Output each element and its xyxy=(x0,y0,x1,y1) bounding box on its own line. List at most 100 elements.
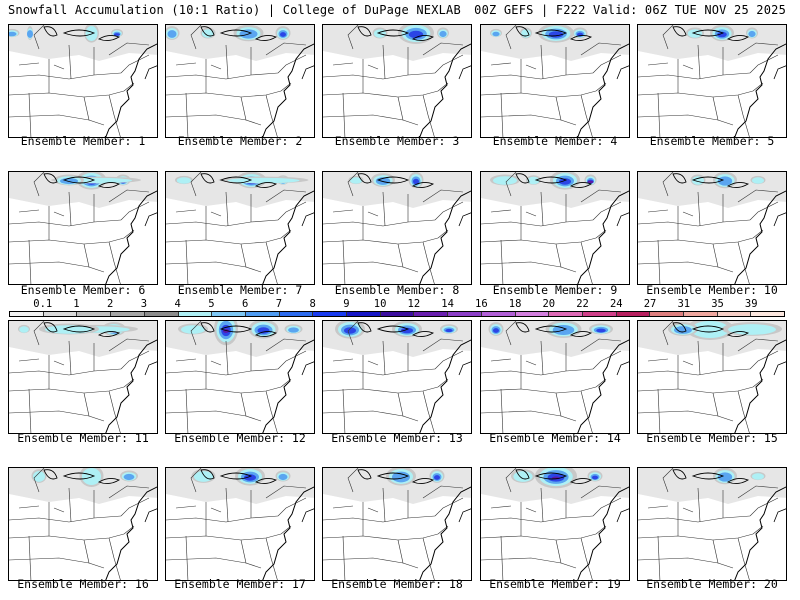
state-boundary xyxy=(481,557,562,564)
ensemble-member-map xyxy=(637,467,787,581)
colorbar-tick-label: 24 xyxy=(609,298,623,310)
coastline xyxy=(144,361,157,376)
snowfall-contour xyxy=(257,327,270,334)
state-boundary xyxy=(481,114,562,121)
colorbar-tick-label: 0.1 xyxy=(33,298,53,310)
map-svg xyxy=(323,25,471,137)
colorbar-tick-label: 2 xyxy=(107,298,114,310)
colorbar-tick-label: 10 xyxy=(373,298,387,310)
state-boundary xyxy=(9,515,122,523)
state-boundary xyxy=(225,487,229,523)
state-boundary xyxy=(500,239,504,284)
state-boundary xyxy=(9,219,122,227)
lake-outline xyxy=(515,469,530,480)
state-boundary xyxy=(210,64,222,70)
snowfall-contour xyxy=(19,326,29,333)
coastline xyxy=(734,43,786,137)
state-boundary xyxy=(277,201,307,221)
snowfall-contour xyxy=(27,30,33,38)
state-boundary xyxy=(323,515,436,523)
state-boundary xyxy=(28,535,32,580)
state-boundary xyxy=(682,507,694,513)
state-boundary xyxy=(18,62,40,66)
colorbar-swatch xyxy=(144,312,179,316)
state-boundary xyxy=(749,497,779,517)
state-boundary xyxy=(382,191,386,227)
state-boundary xyxy=(647,505,669,509)
state-boundary xyxy=(9,386,125,394)
state-boundary xyxy=(580,241,593,284)
colorbar-swatch xyxy=(279,312,314,316)
state-boundary xyxy=(108,94,121,137)
snowfall-contour xyxy=(227,177,300,184)
state-boundary xyxy=(481,515,594,523)
state-boundary xyxy=(500,535,504,580)
state-boundary xyxy=(9,90,125,98)
state-boundary xyxy=(525,64,537,70)
state-boundary xyxy=(657,239,661,284)
state-boundary xyxy=(323,368,436,376)
state-boundary xyxy=(592,497,622,517)
state-boundary xyxy=(434,54,464,74)
state-boundary xyxy=(210,507,222,513)
state-boundary xyxy=(225,44,229,80)
state-boundary xyxy=(505,25,517,50)
state-boundary xyxy=(108,241,121,284)
state-boundary xyxy=(185,388,189,433)
state-boundary xyxy=(422,537,435,580)
state-boundary xyxy=(481,386,597,394)
state-boundary xyxy=(323,90,439,98)
lake-outline xyxy=(534,472,568,480)
map-svg xyxy=(481,25,629,137)
colorbar-swatch xyxy=(650,312,685,316)
ensemble-member-label: Ensemble Member: 14 xyxy=(489,431,621,445)
ensemble-member-label: Ensemble Member: 20 xyxy=(646,577,778,591)
colorbar-tick-label: 16 xyxy=(475,298,488,310)
state-boundary xyxy=(505,321,517,346)
colorbar-tick-label: 12 xyxy=(407,298,421,310)
state-boundary xyxy=(422,485,464,499)
state-boundary xyxy=(175,62,197,66)
state-boundary xyxy=(323,557,404,564)
lake-outline xyxy=(357,26,372,37)
state-boundary xyxy=(166,533,282,541)
colorbar-swatch xyxy=(684,312,718,316)
state-boundary xyxy=(638,386,754,394)
state-boundary xyxy=(175,209,197,213)
snowfall-contour xyxy=(690,321,730,339)
colorbar-tick-label: 31 xyxy=(677,298,691,310)
state-boundary xyxy=(505,172,517,197)
map-svg xyxy=(638,468,786,580)
map-svg xyxy=(481,172,629,284)
state-boundary xyxy=(53,64,65,70)
state-boundary xyxy=(434,497,464,517)
state-boundary xyxy=(580,537,593,580)
state-boundary xyxy=(712,96,734,126)
lake-outline xyxy=(376,472,410,480)
state-boundary xyxy=(9,368,122,376)
state-boundary xyxy=(697,340,701,376)
state-boundary xyxy=(422,189,464,203)
snowfall-contour xyxy=(493,176,517,185)
colorbar-tick-label: 3 xyxy=(140,298,148,310)
colorbar-tick-label: 4 xyxy=(174,298,181,310)
coastline xyxy=(301,212,314,227)
coastline xyxy=(616,65,629,80)
state-boundary xyxy=(647,209,669,213)
state-boundary xyxy=(505,468,517,493)
state-boundary xyxy=(638,261,719,268)
ensemble-member-map xyxy=(165,320,315,434)
state-boundary xyxy=(647,358,669,362)
snowfall-contour xyxy=(445,328,453,333)
state-boundary xyxy=(265,338,307,352)
coastline xyxy=(262,43,314,137)
colorbar-tick-label: 7 xyxy=(275,298,283,310)
lake-outline xyxy=(254,181,278,189)
state-boundary xyxy=(580,390,593,433)
model-valid-time: 00Z GEFS | F222 Valid: 06Z TUE NOV 25 20… xyxy=(474,3,786,17)
lake-outline xyxy=(62,29,96,37)
map-svg xyxy=(323,321,471,433)
coastline xyxy=(105,190,157,284)
state-boundary xyxy=(120,497,150,517)
state-boundary xyxy=(638,237,754,245)
